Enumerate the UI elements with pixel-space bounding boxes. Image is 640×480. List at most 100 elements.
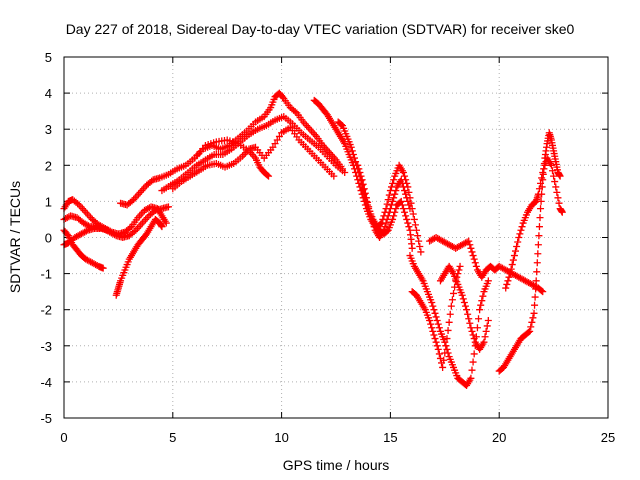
data-point — [405, 223, 413, 231]
plot-frame — [63, 56, 609, 419]
data-point — [447, 302, 455, 310]
data-point — [360, 185, 368, 193]
data-point — [483, 322, 491, 330]
y-tick-label: -3 — [40, 339, 52, 354]
data-point — [273, 136, 281, 144]
data-point — [429, 302, 437, 310]
data-point — [433, 342, 441, 350]
x-tick-label: 0 — [60, 430, 67, 445]
series-arc-late-5 — [495, 129, 564, 375]
series-arc-late-3 — [426, 234, 547, 296]
data-point — [550, 172, 558, 180]
data-point — [347, 143, 355, 151]
y-tick-label: 4 — [45, 86, 52, 101]
data-point — [481, 333, 489, 341]
data-point — [460, 298, 468, 306]
data-point — [484, 317, 492, 325]
data-point — [383, 200, 391, 208]
data-point — [368, 215, 376, 223]
data-point — [74, 200, 82, 208]
data-point — [509, 256, 517, 264]
data-point — [111, 231, 119, 239]
data-point — [468, 366, 476, 374]
data-point — [435, 350, 443, 358]
data-point — [536, 214, 544, 222]
data-point — [401, 172, 409, 180]
data-point — [432, 338, 440, 346]
data-point — [540, 165, 548, 173]
data-point — [428, 298, 436, 306]
data-point — [128, 197, 136, 205]
data-point — [275, 132, 283, 140]
data-point — [126, 224, 134, 232]
data-point — [390, 194, 398, 202]
data-point — [531, 293, 539, 301]
data-point — [470, 255, 478, 263]
data-point — [533, 268, 541, 276]
data-point — [553, 188, 561, 196]
data-point — [99, 264, 107, 272]
data-point — [448, 296, 456, 304]
series-arc-early-5 — [112, 215, 166, 299]
data-point — [535, 185, 543, 193]
x-axis-label: GPS time / hours — [283, 457, 390, 473]
data-point — [386, 205, 394, 213]
data-point — [505, 273, 513, 281]
data-point — [525, 328, 533, 336]
data-point — [443, 335, 451, 343]
data-point — [502, 284, 510, 292]
data-point — [401, 208, 409, 216]
data-point — [547, 161, 555, 169]
data-point — [406, 205, 414, 213]
data-point — [392, 187, 400, 195]
data-point — [399, 169, 407, 177]
data-point — [537, 179, 545, 187]
data-point — [528, 318, 536, 326]
data-point — [415, 237, 423, 245]
data-point — [434, 345, 442, 353]
y-tick-label: 0 — [45, 231, 52, 246]
data-point — [158, 223, 166, 231]
data-point — [391, 190, 399, 198]
data-point — [164, 203, 172, 211]
data-point — [431, 335, 439, 343]
data-point — [383, 227, 391, 235]
data-point — [469, 331, 477, 339]
data-point — [397, 197, 405, 205]
data-point — [417, 248, 425, 256]
data-point — [330, 172, 338, 180]
data-point — [556, 172, 564, 180]
data-point — [441, 338, 449, 346]
data-point — [539, 288, 547, 296]
data-point — [432, 313, 440, 321]
data-series — [60, 89, 566, 390]
data-point — [361, 189, 369, 197]
data-point — [399, 205, 407, 213]
data-point — [408, 244, 416, 252]
data-point — [538, 174, 546, 182]
data-point — [467, 374, 475, 382]
y-axis-label: SDTVAR / TECUs — [7, 181, 23, 293]
data-point — [516, 230, 524, 238]
x-tick-label: 10 — [274, 430, 288, 445]
data-point — [471, 259, 479, 267]
data-point — [402, 190, 410, 198]
data-point — [549, 167, 557, 175]
y-tick-label: -2 — [40, 303, 52, 318]
data-point — [367, 212, 375, 220]
data-point — [467, 244, 475, 252]
data-point — [445, 318, 453, 326]
data-point — [265, 172, 273, 180]
series-arc-rise-3 — [169, 123, 338, 193]
data-point — [535, 232, 543, 240]
data-point — [63, 230, 71, 238]
data-point — [434, 320, 442, 328]
data-point — [503, 280, 511, 288]
chart-title: Day 227 of 2018, Sidereal Day-to-day VTE… — [66, 21, 575, 37]
data-point — [404, 197, 412, 205]
data-point — [370, 223, 378, 231]
data-point — [416, 243, 424, 251]
data-point — [430, 306, 438, 314]
y-tick-label: 2 — [45, 158, 52, 173]
